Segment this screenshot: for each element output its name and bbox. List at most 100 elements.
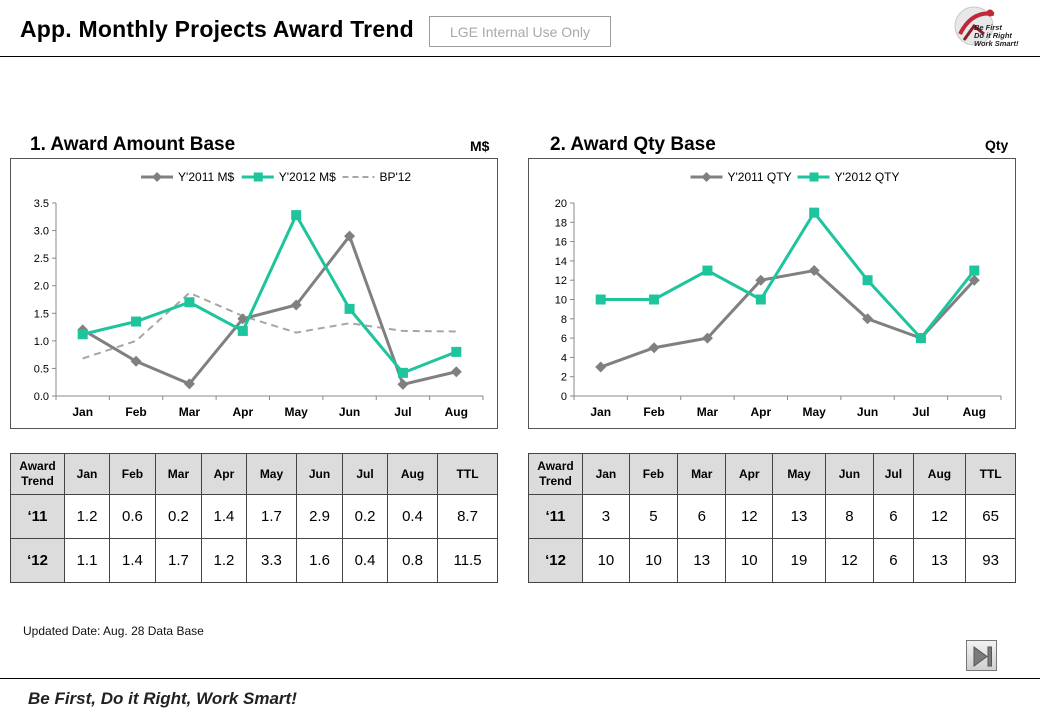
table-cell: 12 bbox=[824, 538, 875, 583]
data-point-y-2011-qty bbox=[968, 274, 980, 286]
table-cell: 3.3 bbox=[245, 538, 298, 583]
table-corner-cell: Award Trend bbox=[10, 453, 65, 495]
unit-label-amount: M$ bbox=[470, 138, 490, 154]
qty-line-chart: 0 2 4 6 8 10 12 14 16 18 20 Jan Feb Mar Apr May Jun Jul Au… bbox=[555, 170, 1002, 419]
table-cell: 0.2 bbox=[342, 494, 388, 539]
table-cell: 10 bbox=[725, 538, 774, 583]
x-tick-label: Jun bbox=[857, 405, 878, 419]
data-point-y-2011-m bbox=[183, 378, 195, 390]
logo-text: Be First Do it Right Work Smart! bbox=[974, 24, 1018, 48]
column-header: Aug bbox=[912, 453, 967, 495]
y-tick-label: 3.5 bbox=[34, 198, 49, 210]
data-point-y-2011-m bbox=[130, 355, 142, 367]
footer-divider bbox=[0, 678, 1040, 679]
data-point-y-2012-m bbox=[291, 210, 302, 221]
table-cell: 19 bbox=[772, 538, 826, 583]
data-point-y-2012-m bbox=[397, 367, 408, 378]
legend-label: Y'2011 QTY bbox=[728, 170, 792, 184]
y-tick-label: 1.0 bbox=[34, 336, 49, 348]
series-line-y-2012-qty bbox=[600, 211, 976, 340]
table-cell: 10 bbox=[628, 538, 679, 583]
y-tick-label: 14 bbox=[555, 256, 567, 268]
table-cell: 0.8 bbox=[386, 538, 439, 583]
x-tick-label: May bbox=[285, 405, 309, 419]
x-tick-label: Aug bbox=[445, 405, 468, 419]
column-header: Feb bbox=[108, 453, 156, 495]
x-tick-label: May bbox=[803, 405, 827, 419]
data-point-y-2011-qty bbox=[755, 274, 767, 286]
logo-line: Do it Right bbox=[974, 31, 1012, 40]
data-point-y-2012-qty bbox=[755, 294, 766, 305]
row-label: ‘11 bbox=[528, 494, 583, 539]
legend-marker bbox=[701, 172, 712, 182]
data-point-y-2011-m bbox=[344, 230, 356, 242]
row-label: ‘11 bbox=[10, 494, 65, 539]
qty-data-table: Award Trend Jan Feb Mar Apr May Jun Jul Aug TTL ‘11… bbox=[528, 453, 1016, 583]
data-point-y-2011-m bbox=[450, 366, 462, 378]
x-tick-label: Jun bbox=[339, 405, 360, 419]
y-tick-label: 2.0 bbox=[34, 281, 49, 293]
data-point-y-2012-m bbox=[237, 325, 248, 336]
column-header: May bbox=[245, 453, 298, 495]
y-tick-label: 0.5 bbox=[34, 363, 49, 375]
next-slide-button[interactable] bbox=[966, 640, 997, 671]
series-line-bp-12 bbox=[82, 291, 457, 360]
corner-label: Award bbox=[19, 459, 56, 473]
data-point-y-2012-qty bbox=[809, 207, 820, 218]
section-title-amount: 1. Award Amount Base bbox=[30, 134, 236, 155]
legend-label: Y'2011 M$ bbox=[178, 170, 234, 184]
skip-forward-icon bbox=[973, 646, 992, 667]
y-tick-label: 1.5 bbox=[34, 308, 49, 320]
table-cell: 1.7 bbox=[154, 538, 202, 583]
series-line-y-2011-qty bbox=[600, 269, 976, 369]
table-cell: 12 bbox=[912, 494, 967, 539]
y-tick-label: 10 bbox=[555, 295, 567, 307]
table-cell: 6 bbox=[873, 538, 914, 583]
column-header: Jan bbox=[582, 453, 630, 495]
column-header: Mar bbox=[677, 453, 727, 495]
y-tick-label: 18 bbox=[555, 217, 567, 229]
table-cell: 0.6 bbox=[108, 494, 156, 539]
table-row: ‘11 1.2 0.6 0.2 1.4 1.7 2.9 0.2 0.4 8.7 bbox=[10, 494, 498, 539]
table-header-row: Award Trend Jan Feb Mar Apr May Jun Jul Aug TTL bbox=[10, 453, 498, 495]
data-point-y-2012-qty bbox=[649, 294, 660, 305]
table-cell: 11.5 bbox=[437, 538, 498, 583]
data-point-y-2011-qty bbox=[808, 265, 820, 277]
y-tick-label: 20 bbox=[555, 198, 567, 210]
row-label: ‘12 bbox=[528, 538, 583, 583]
table-cell: 65 bbox=[965, 494, 1016, 539]
column-header: Mar bbox=[154, 453, 202, 495]
table-row: ‘12 1.1 1.4 1.7 1.2 3.3 1.6 0.4 0.8 11.5 bbox=[10, 538, 498, 583]
x-tick-label: Jul bbox=[912, 405, 929, 419]
x-tick-label: Feb bbox=[125, 405, 146, 419]
page-title: App. Monthly Projects Award Trend bbox=[20, 16, 414, 42]
x-tick-label: Feb bbox=[643, 405, 664, 419]
column-header: Jul bbox=[873, 453, 914, 495]
corner-label: Trend bbox=[21, 474, 54, 488]
table-row: ‘11 3 5 6 12 13 8 6 12 65 bbox=[528, 494, 1016, 539]
series-line-y-2012-m bbox=[82, 213, 457, 375]
table-cell: 93 bbox=[965, 538, 1016, 583]
y-tick-label: 4 bbox=[561, 352, 567, 364]
corner-label: Trend bbox=[539, 474, 572, 488]
data-point-y-2011-qty bbox=[701, 332, 713, 344]
column-header: Aug bbox=[386, 453, 439, 495]
header-divider bbox=[0, 56, 1040, 57]
table-cell: 0.2 bbox=[154, 494, 202, 539]
x-tick-label: Jul bbox=[394, 405, 411, 419]
data-point-y-2011-qty bbox=[595, 361, 607, 373]
legend-marker bbox=[152, 172, 163, 182]
table-cell: 8.7 bbox=[437, 494, 498, 539]
slogan: Be First, Do it Right, Work Smart! bbox=[28, 689, 297, 708]
y-tick-label: 16 bbox=[555, 237, 567, 249]
y-tick-label: 12 bbox=[555, 275, 567, 287]
data-point-y-2011-qty bbox=[648, 342, 660, 354]
column-header: May bbox=[772, 453, 826, 495]
x-tick-label: Jan bbox=[72, 405, 93, 419]
table-cell: 1.1 bbox=[64, 538, 110, 583]
y-tick-label: 0.0 bbox=[34, 391, 49, 403]
table-header-row: Award Trend Jan Feb Mar Apr May Jun Jul Aug TTL bbox=[528, 453, 1016, 495]
data-point-y-2011-m bbox=[397, 378, 409, 390]
legend-marker bbox=[809, 172, 819, 182]
table-cell: 5 bbox=[628, 494, 679, 539]
